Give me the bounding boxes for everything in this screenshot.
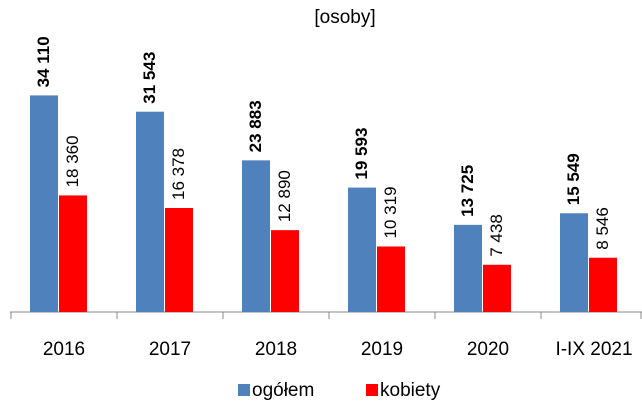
bar bbox=[271, 230, 299, 312]
bar bbox=[377, 246, 405, 312]
bar bbox=[165, 207, 193, 312]
legend-label: ogółem bbox=[252, 380, 314, 401]
value-label: 18 360 bbox=[63, 135, 82, 187]
value-label: 13 725 bbox=[458, 165, 477, 217]
x-tick-label: 2020 bbox=[467, 339, 509, 360]
x-tick-label: I-IX 2021 bbox=[555, 339, 632, 360]
bar bbox=[560, 213, 588, 312]
value-label: 15 549 bbox=[564, 153, 583, 205]
bar bbox=[59, 195, 87, 312]
value-label: 31 543 bbox=[140, 52, 159, 104]
value-label: 34 110 bbox=[34, 36, 53, 87]
bar bbox=[589, 257, 617, 312]
value-label: 12 890 bbox=[275, 170, 294, 222]
x-tick-label: 2018 bbox=[255, 339, 297, 360]
value-label: 23 883 bbox=[246, 100, 265, 152]
legend-label: kobiety bbox=[380, 380, 441, 401]
bar bbox=[483, 264, 511, 312]
bar bbox=[348, 187, 376, 312]
bar bbox=[242, 160, 270, 312]
value-label: 7 438 bbox=[487, 214, 506, 257]
bar bbox=[30, 95, 58, 313]
chart-title: [osoby] bbox=[314, 7, 375, 28]
bar bbox=[136, 111, 164, 312]
value-label: 19 593 bbox=[352, 128, 371, 180]
bar bbox=[454, 224, 482, 312]
value-label: 10 319 bbox=[381, 186, 400, 238]
value-label: 16 378 bbox=[169, 148, 188, 200]
x-tick-label: 2019 bbox=[361, 339, 403, 360]
value-label: 8 546 bbox=[593, 207, 612, 250]
legend-swatch bbox=[366, 384, 378, 396]
x-tick-label: 2017 bbox=[149, 339, 191, 360]
legend-swatch bbox=[238, 384, 250, 396]
x-tick-label: 2016 bbox=[43, 339, 85, 360]
